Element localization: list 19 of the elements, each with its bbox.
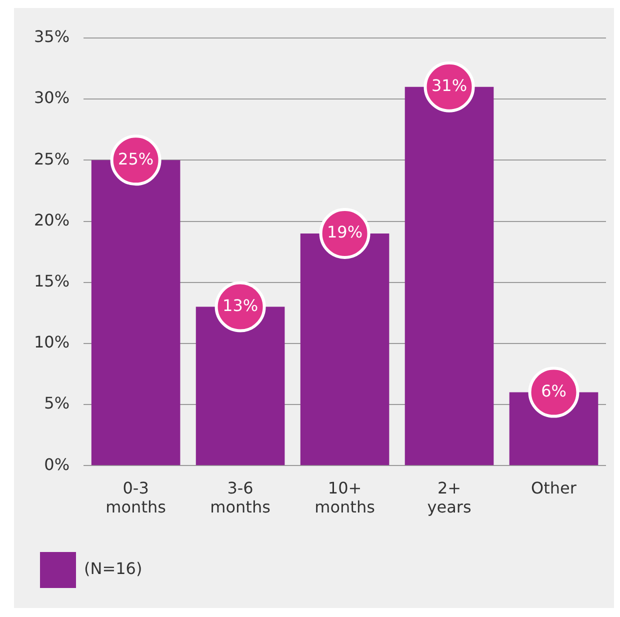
data-label: 25% — [118, 149, 154, 168]
data-label: 19% — [327, 222, 363, 242]
y-tick-label: 10% — [34, 332, 70, 352]
data-label: 31% — [431, 76, 468, 96]
x-tick-label: 2+ years — [427, 478, 472, 517]
x-tick-label: 10+ months — [314, 478, 375, 517]
y-tick-label: 25% — [34, 149, 70, 168]
legend-label: (N=16) — [84, 559, 142, 578]
data-label: 13% — [222, 296, 258, 315]
x-tick-label: 0-3 months — [106, 478, 166, 517]
data-label: 6% — [541, 381, 566, 400]
x-tick-label: Other — [531, 478, 577, 498]
y-tick-label: 20% — [34, 210, 70, 230]
y-tick-label: 0% — [44, 454, 70, 474]
y-tick-label: 5% — [44, 394, 70, 413]
y-tick-label: 35% — [34, 27, 70, 46]
y-tick-label: 30% — [34, 88, 70, 108]
y-tick-label: 15% — [34, 272, 70, 290]
x-tick-label: 3-6 months — [210, 478, 270, 517]
